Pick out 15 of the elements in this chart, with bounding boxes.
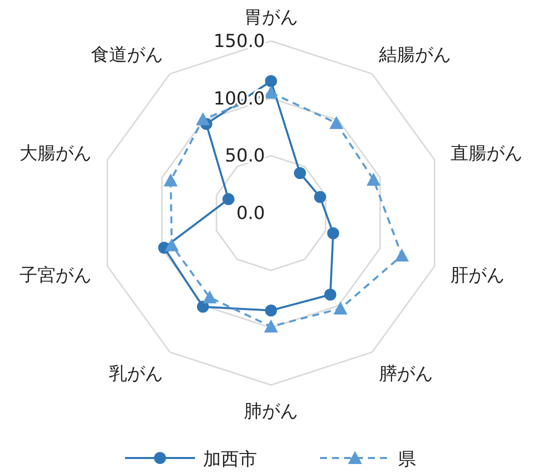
- y-tick-label: 0.0: [236, 203, 265, 224]
- spoke-label: 肝がん: [450, 264, 505, 286]
- spoke-label: 膵がん: [378, 364, 433, 385]
- spoke-label: 胃がん: [244, 6, 298, 28]
- spoke-label: 直腸がん: [450, 143, 523, 164]
- spoke-label: 結腸がん: [378, 44, 451, 66]
- spoke-label: 子宮がん: [19, 264, 92, 286]
- y-tick-label: 50.0: [224, 146, 265, 167]
- spoke-label: 食道がん: [91, 44, 164, 66]
- legend-label: 県: [398, 449, 416, 470]
- spoke-label: 乳がん: [109, 364, 164, 385]
- y-tick-label: 150.0: [213, 31, 265, 52]
- spoke-label: 大腸がん: [19, 143, 92, 164]
- spoke-label: 肺がん: [244, 401, 298, 422]
- legend-label: 加西市: [203, 449, 257, 470]
